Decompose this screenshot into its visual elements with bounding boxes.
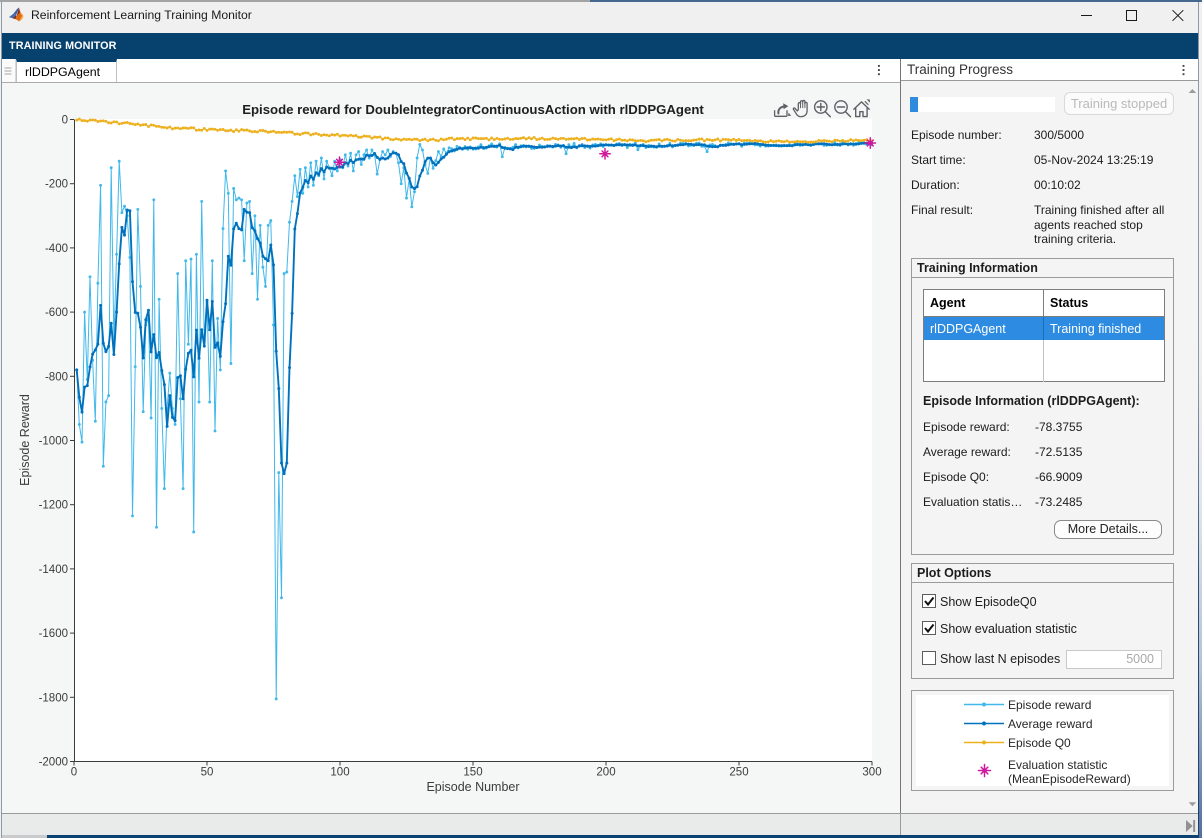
svg-text:Episode Reward: Episode Reward [18,394,32,486]
svg-text:-1200: -1200 [39,500,68,512]
svg-text:100: 100 [330,767,349,779]
svg-text:-1800: -1800 [39,692,68,704]
svg-text:-400: -400 [45,243,68,255]
svg-text:Episode Number: Episode Number [426,780,519,794]
svg-text:0: 0 [62,115,68,127]
svg-text:-800: -800 [45,371,68,383]
svg-text:-1400: -1400 [39,564,68,576]
svg-text:0: 0 [71,767,77,779]
svg-text:50: 50 [201,767,214,779]
svg-text:-1600: -1600 [39,628,68,640]
svg-text:-1000: -1000 [39,436,68,448]
svg-text:300: 300 [862,767,881,779]
svg-text:250: 250 [729,767,748,779]
svg-text:200: 200 [596,767,615,779]
svg-text:-2000: -2000 [39,757,68,769]
svg-text:150: 150 [463,767,482,779]
svg-text:Episode reward for DoubleInteg: Episode reward for DoubleIntegratorConti… [242,102,704,117]
svg-text:-200: -200 [45,179,68,191]
svg-text:-600: -600 [45,307,68,319]
